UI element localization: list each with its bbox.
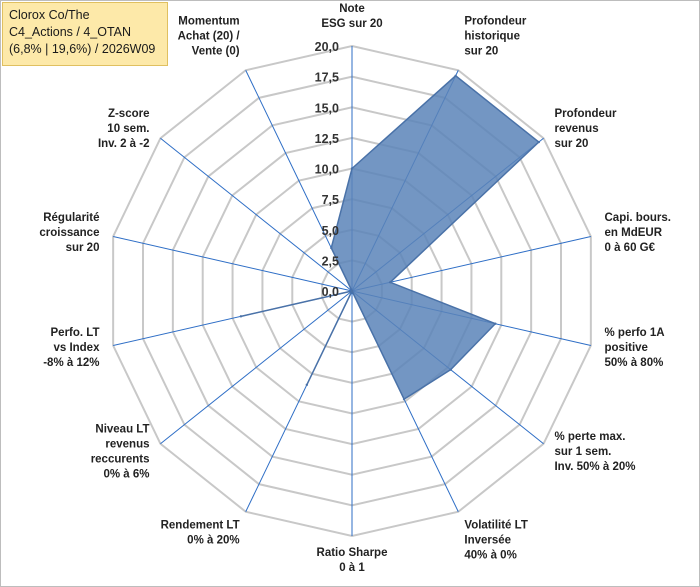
axis-label-line: Vente (0) [192,46,240,58]
tick-label: 17,5 [315,71,339,85]
tick-label: 5,0 [322,224,339,238]
axis-label: Profondeur historique sur 20 [464,16,526,58]
tick-label: 15,0 [315,101,339,115]
data-point [350,289,354,293]
axis-label: Z-score 10 sem. Inv. 2 à -2 [98,108,150,150]
axis-label: Niveau LT revenus reccurents 0% à 6% [91,423,150,480]
axis-label-line: % perfo 1A [605,327,665,339]
axis-label-line: vs Index [53,342,100,354]
data-point [350,167,354,170]
axis-label-line: 0% à 6% [103,468,149,480]
tick-label: 10,0 [315,163,339,177]
axis-label-line: en MdEUR [605,227,663,239]
axis-label: Capi. bours. en MdEUR 0 à 60 G€ [605,212,671,254]
tick-label: 2,5 [322,254,339,268]
axis-label-line: Régularité [43,212,99,224]
tick-label: 0,0 [322,285,339,299]
axis-label-line: Momentum [178,16,239,28]
axis-label-line: % perte max. [554,431,625,443]
data-point [537,140,540,144]
axis-label-line: 0 à 60 G€ [605,242,656,254]
data-point [305,383,309,387]
axis-label-line: revenus [554,123,598,135]
axis-spoke [160,137,353,292]
axis-label-line: Rendement LT [161,519,240,531]
axis-label-line: Z-score [108,108,150,120]
axis-spoke [351,235,591,292]
axis-label-line: sur 20 [66,242,100,254]
axis-label: Ratio Sharpe 0 à 1 [317,547,388,574]
data-point [494,322,497,325]
title-line-2: C4_Actions / 4_OTAN [9,25,132,39]
tick-label: 20,0 [315,40,339,54]
axis-label-line: Inv. 50% à 20% [554,461,635,473]
tick-label: 12,5 [315,132,339,146]
axis-label-line: revenus [105,438,149,450]
axis-label-line: Ratio Sharpe [317,547,388,559]
axis-label: Rendement LT 0% à 20% [161,519,240,546]
data-point [449,368,452,371]
axis-label: Note ESG sur 20 [321,3,382,30]
axis-label-line: sur 1 sem. [554,446,611,458]
axis-label-line: 40% à 0% [464,549,516,561]
axis-label-line: Niveau LT [95,423,149,435]
axis-label: % perte max. sur 1 sem. Inv. 50% à 20% [554,431,635,473]
axis-label-line: Capi. bours. [605,212,671,224]
axis-label-line: ESG sur 20 [321,18,382,30]
axis-label-line: Volatilité LT [464,519,527,531]
data-point [454,74,457,77]
data-point [402,397,406,401]
axis-label-line: croissance [39,227,99,239]
axis-label-line: Perfo. LT [51,327,100,339]
data-area [240,74,540,401]
axis-label: % perfo 1A positive 50% à 80% [605,327,665,369]
axis-label-line: -8% à 12% [43,357,99,369]
axis-label-line: 10 sem. [107,123,149,135]
axis-label-line: sur 20 [554,138,588,150]
chart-title-box: Clorox Co/The C4_Actions / 4_OTAN (6,8% … [2,2,168,66]
axis-label-line: 0 à 1 [339,562,365,574]
axis-label: Perfo. LT vs Index -8% à 12% [43,327,100,369]
axis-label-line: Profondeur [464,16,526,28]
axis-spoke [160,290,353,445]
title-line-1: Clorox Co/The [9,8,90,22]
data-point [239,315,243,318]
axis-label: Profondeur revenus sur 20 [554,108,616,150]
axis-label: Régularité croissance sur 20 [39,212,99,254]
axis-label-line: Note [339,3,365,15]
axis-label-line: historique [464,31,520,43]
axis-label-line: Achat (20) / [178,31,241,43]
axis-label-line: Inv. 2 à -2 [98,138,150,150]
axis-label-line: Inversée [464,534,511,546]
axis-label-line: positive [605,342,648,354]
title-line-3: (6,8% | 19,6%) / 2026W09 [9,42,156,56]
axis-label-line: 0% à 20% [187,534,239,546]
tick-label: 7,5 [322,193,339,207]
axis-label-line: 50% à 80% [605,357,664,369]
axis-label-line: Profondeur [554,108,616,120]
axis-label: Volatilité LT Inversée 40% à 0% [464,519,527,561]
data-point [330,246,333,250]
axis-label-line: reccurents [91,453,150,465]
axis-label: Momentum Achat (20) / Vente (0) [178,16,241,58]
axis-spoke [113,235,353,292]
data-point [389,281,392,284]
axis-label-line: sur 20 [464,46,498,58]
